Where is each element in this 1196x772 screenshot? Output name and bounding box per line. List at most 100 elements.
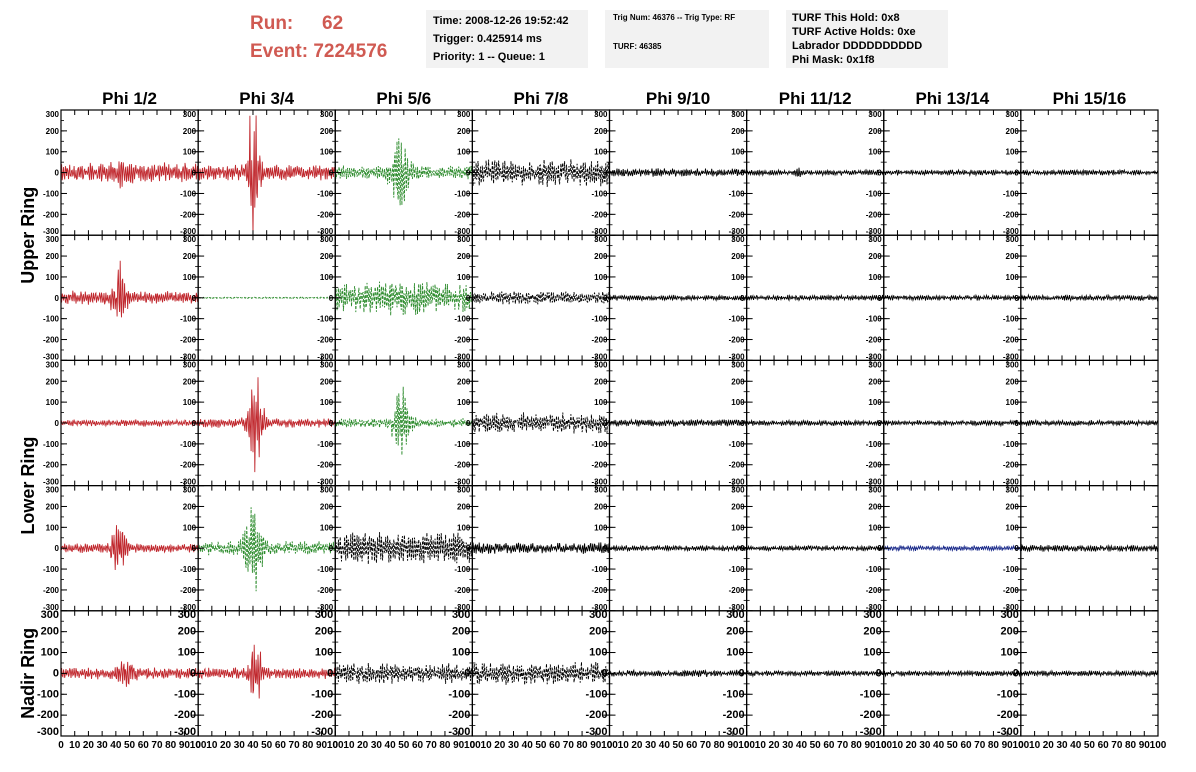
y-tick-label: -100 <box>43 315 60 324</box>
y-tick-label: 200 <box>320 377 334 386</box>
y-tick-label: 0 <box>877 544 882 553</box>
x-tick-label: 40 <box>933 740 945 751</box>
y-tick-label: 0 <box>466 294 471 303</box>
y-tick-label: -200 <box>454 461 471 470</box>
y-tick-label: 100 <box>868 148 882 157</box>
waveform-line <box>746 293 885 302</box>
y-tick-label: -200 <box>180 336 197 345</box>
waveform-line <box>746 167 884 178</box>
y-tick-label: -100 <box>317 440 334 449</box>
y-tick-label: 100 <box>594 398 608 407</box>
y-tick-label: 0 <box>877 169 882 178</box>
y-tick-label: 200 <box>452 626 470 638</box>
y-tick-label: 0 <box>329 294 334 303</box>
y-tick-label: 200 <box>320 252 334 261</box>
x-tick-label: 50 <box>673 740 685 751</box>
x-tick-label: 80 <box>851 740 863 751</box>
y-tick-label: -200 <box>729 336 746 345</box>
y-tick-label: 300 <box>1006 486 1020 495</box>
y-tick-label: -300 <box>180 603 197 612</box>
x-tick-label: 100 <box>738 740 755 751</box>
y-tick-label: -300 <box>723 726 745 738</box>
y-tick-label: -300 <box>317 227 334 236</box>
x-tick-label: 100 <box>875 740 892 751</box>
x-tick-label: 90 <box>864 740 876 751</box>
y-tick-label: 0 <box>739 667 745 679</box>
y-tick-label: -200 <box>43 336 60 345</box>
y-tick-label: 100 <box>457 398 471 407</box>
x-tick-label: 40 <box>522 740 534 751</box>
y-tick-label: 300 <box>320 235 334 244</box>
y-tick-label: -100 <box>591 565 608 574</box>
y-tick-label: -100 <box>317 189 334 198</box>
y-tick-label: 200 <box>457 252 471 261</box>
x-tick-label: 0 <box>744 740 750 751</box>
y-tick-label: 200 <box>594 377 608 386</box>
y-tick-label: -200 <box>729 461 746 470</box>
y-tick-label: 300 <box>731 110 745 119</box>
y-tick-label: -300 <box>454 603 471 612</box>
waveform-line <box>471 412 610 434</box>
waveform-line <box>198 296 336 300</box>
y-tick-label: 100 <box>320 398 334 407</box>
y-tick-label: 300 <box>863 609 881 621</box>
y-tick-label: -200 <box>180 586 197 595</box>
y-tick-label: 0 <box>740 169 745 178</box>
y-tick-label: -200 <box>454 336 471 345</box>
waveform-line <box>609 167 748 177</box>
y-tick-label: 300 <box>589 609 607 621</box>
y-tick-label: 200 <box>1006 127 1020 136</box>
waveform-line <box>334 532 473 565</box>
y-tick-label: 100 <box>1001 647 1019 659</box>
y-tick-label: 0 <box>877 419 882 428</box>
y-tick-label: -100 <box>729 440 746 449</box>
waveform-line <box>471 542 610 554</box>
x-tick-label: 70 <box>151 740 163 751</box>
x-tick-label: 90 <box>453 740 465 751</box>
y-tick-label: 100 <box>594 148 608 157</box>
y-tick-label: 200 <box>457 502 471 511</box>
y-tick-label: 100 <box>589 647 607 659</box>
y-tick-label: -200 <box>866 336 883 345</box>
y-tick-label: 300 <box>868 486 882 495</box>
x-tick-label: 80 <box>714 740 726 751</box>
y-tick-label: -200 <box>43 210 60 219</box>
y-tick-label: -200 <box>1003 336 1020 345</box>
x-tick-label: 30 <box>234 740 246 751</box>
y-tick-label: -100 <box>591 315 608 324</box>
y-tick-label: 200 <box>1006 377 1020 386</box>
x-tick-label: 60 <box>823 740 835 751</box>
waveform-line <box>60 161 199 189</box>
ring-label: Upper Ring <box>18 187 38 284</box>
turf-line: TURF: 46385 <box>613 42 662 51</box>
x-tick-label: 0 <box>470 740 476 751</box>
waveform-line <box>60 260 199 318</box>
y-tick-label: 300 <box>1006 360 1020 369</box>
y-tick-label: 100 <box>457 148 471 157</box>
x-tick-label: 20 <box>83 740 95 751</box>
y-tick-label: 200 <box>457 377 471 386</box>
y-tick-label: -100 <box>317 315 334 324</box>
waveform-line <box>197 644 336 699</box>
column-title: Phi 13/14 <box>915 89 989 108</box>
x-tick-label: 50 <box>947 740 959 751</box>
x-tick-label: 10 <box>343 740 355 751</box>
y-tick-label: 0 <box>329 544 334 553</box>
y-tick-label: 200 <box>41 626 59 638</box>
y-tick-label: 300 <box>457 110 471 119</box>
y-tick-label: 100 <box>868 523 882 532</box>
x-tick-label: 50 <box>535 740 547 751</box>
y-tick-label: -200 <box>723 709 745 721</box>
x-tick-label: 20 <box>768 740 780 751</box>
x-tick-label: 30 <box>97 740 109 751</box>
y-tick-label: 300 <box>183 110 197 119</box>
y-tick-label: -200 <box>317 336 334 345</box>
waveform-line <box>60 525 199 571</box>
x-tick-label: 100 <box>190 740 207 751</box>
event-label: Event: <box>250 41 309 62</box>
y-tick-label: 100 <box>457 273 471 282</box>
waveform-line <box>1020 669 1159 678</box>
column-title: Phi 7/8 <box>514 89 569 108</box>
y-tick-label: -200 <box>591 461 608 470</box>
y-tick-label: 200 <box>1001 626 1019 638</box>
